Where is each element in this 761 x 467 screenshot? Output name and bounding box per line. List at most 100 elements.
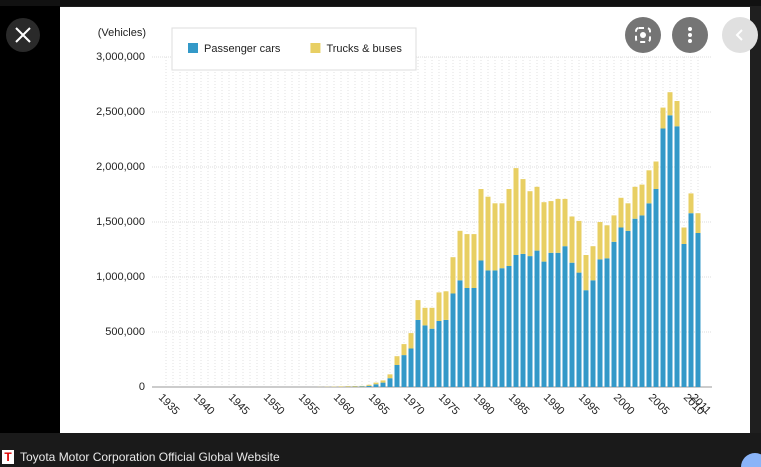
bar: [541, 202, 547, 262]
y-tick-label: 3,000,000: [96, 51, 145, 63]
bar: [401, 355, 407, 387]
bar: [380, 380, 386, 383]
bar: [695, 233, 701, 387]
legend-label: Trucks & buses: [326, 43, 402, 55]
x-tick-label: 1935: [156, 392, 182, 418]
bar: [681, 227, 687, 244]
bar: [569, 216, 575, 263]
next-button[interactable]: [722, 17, 758, 53]
x-tick-label: 1955: [296, 392, 322, 418]
y-tick-label: 1,000,000: [96, 271, 145, 283]
bar: [513, 255, 519, 387]
bar: [527, 191, 533, 257]
bar: [653, 189, 659, 387]
bar: [373, 384, 379, 387]
site-logo: T: [2, 450, 14, 464]
bar: [429, 307, 435, 329]
bar: [632, 218, 638, 387]
bar: [373, 382, 379, 385]
bar: [443, 291, 449, 320]
bar: [450, 293, 456, 387]
bar: [646, 170, 652, 204]
bar: [464, 234, 470, 288]
bar: [681, 244, 687, 387]
more-button[interactable]: [672, 17, 708, 53]
bar: [555, 198, 561, 253]
bar: [562, 246, 568, 387]
x-tick-label: 1965: [366, 392, 392, 418]
close-button[interactable]: [6, 18, 40, 52]
bar: [604, 225, 610, 259]
bar: [674, 101, 680, 127]
bar: [408, 348, 414, 387]
bar: [471, 234, 477, 288]
bar: [590, 246, 596, 281]
bar: [520, 253, 526, 387]
y-tick-label: 500,000: [105, 326, 145, 338]
bar: [352, 386, 358, 387]
bar: [380, 382, 386, 387]
bar: [506, 266, 512, 387]
site-caption[interactable]: Toyota Motor Corporation Official Global…: [20, 450, 280, 464]
top-bar: [0, 0, 761, 6]
fab[interactable]: [741, 453, 761, 467]
bar: [401, 344, 407, 356]
bar: [555, 252, 561, 387]
bar: [597, 259, 603, 387]
bar: [457, 230, 463, 281]
y-axis-label: (Vehicles): [98, 27, 146, 39]
x-tick-label: 1950: [261, 392, 287, 418]
bar: [366, 385, 372, 387]
bar: [366, 384, 372, 386]
bar: [639, 184, 645, 216]
legend-swatch: [310, 43, 321, 53]
bar: [338, 386, 344, 387]
x-tick-label: 2005: [646, 392, 672, 418]
bar: [485, 196, 491, 271]
x-tick-label: 1985: [506, 392, 532, 418]
bar: [443, 319, 449, 387]
legend-box: [171, 27, 417, 71]
bar: [618, 197, 624, 228]
bar: [548, 201, 554, 253]
bar: [625, 230, 631, 387]
x-tick-label: 1970: [401, 392, 427, 418]
x-tick-label: 1995: [576, 392, 602, 418]
bar: [688, 213, 694, 387]
x-tick-label: 1980: [471, 392, 497, 418]
bar: [450, 257, 456, 294]
bar: [408, 333, 414, 349]
bar: [436, 321, 442, 387]
bar: [590, 280, 596, 387]
bar: [478, 260, 484, 387]
bar: [576, 272, 582, 387]
bar: [359, 385, 365, 387]
bar: [499, 203, 505, 269]
caption-bar: [0, 433, 761, 467]
bar: [618, 227, 624, 387]
bar: [422, 307, 428, 326]
bar: [345, 386, 351, 387]
bar: [394, 365, 400, 387]
bar: [688, 193, 694, 214]
bar: [520, 179, 526, 254]
bar: [632, 186, 638, 219]
left-backdrop: [0, 6, 60, 433]
x-tick-label: 1940: [191, 392, 217, 418]
bar: [674, 126, 680, 388]
bar: [639, 215, 645, 387]
bar: [660, 107, 666, 129]
bar: [429, 328, 435, 387]
lens-button[interactable]: [625, 17, 661, 53]
legend: Passenger cars Trucks & buses: [171, 27, 417, 71]
bar: [527, 256, 533, 387]
x-tick-label: 2000: [611, 392, 637, 418]
bar: [534, 250, 540, 387]
x-tick-label: 1960: [331, 392, 357, 418]
bar: [695, 213, 701, 233]
bar: [513, 168, 519, 255]
bar: [478, 189, 484, 261]
bar: [576, 220, 582, 273]
bar: [464, 288, 470, 387]
